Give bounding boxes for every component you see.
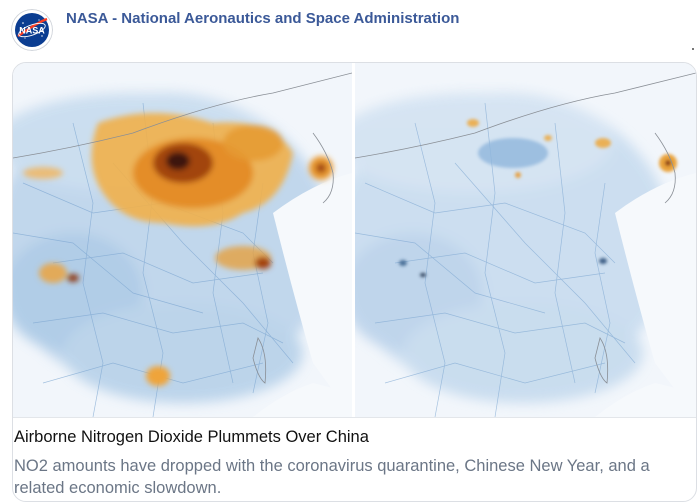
link-preview-card[interactable]: Airborne Nitrogen Dioxide Plummets Over … [12,62,697,502]
author-name-link[interactable]: NASA - National Aeronautics and Space Ad… [66,10,460,27]
map-after-quarantine [355,63,696,417]
card-title[interactable]: Airborne Nitrogen Dioxide Plummets Over … [14,428,369,446]
corner-dot [692,48,694,50]
svg-text:NASA: NASA [19,26,45,36]
no2-comparison-image[interactable] [13,63,696,417]
map-before-quarantine [13,63,352,417]
card-description: NO2 amounts have dropped with the corona… [14,457,650,497]
card-text-area[interactable]: Airborne Nitrogen Dioxide Plummets Over … [13,417,696,501]
post-header: NASA NASA - National Aeronautics and Spa… [0,0,700,58]
image-divider [352,63,355,417]
nasa-logo-avatar[interactable]: NASA [11,9,53,51]
